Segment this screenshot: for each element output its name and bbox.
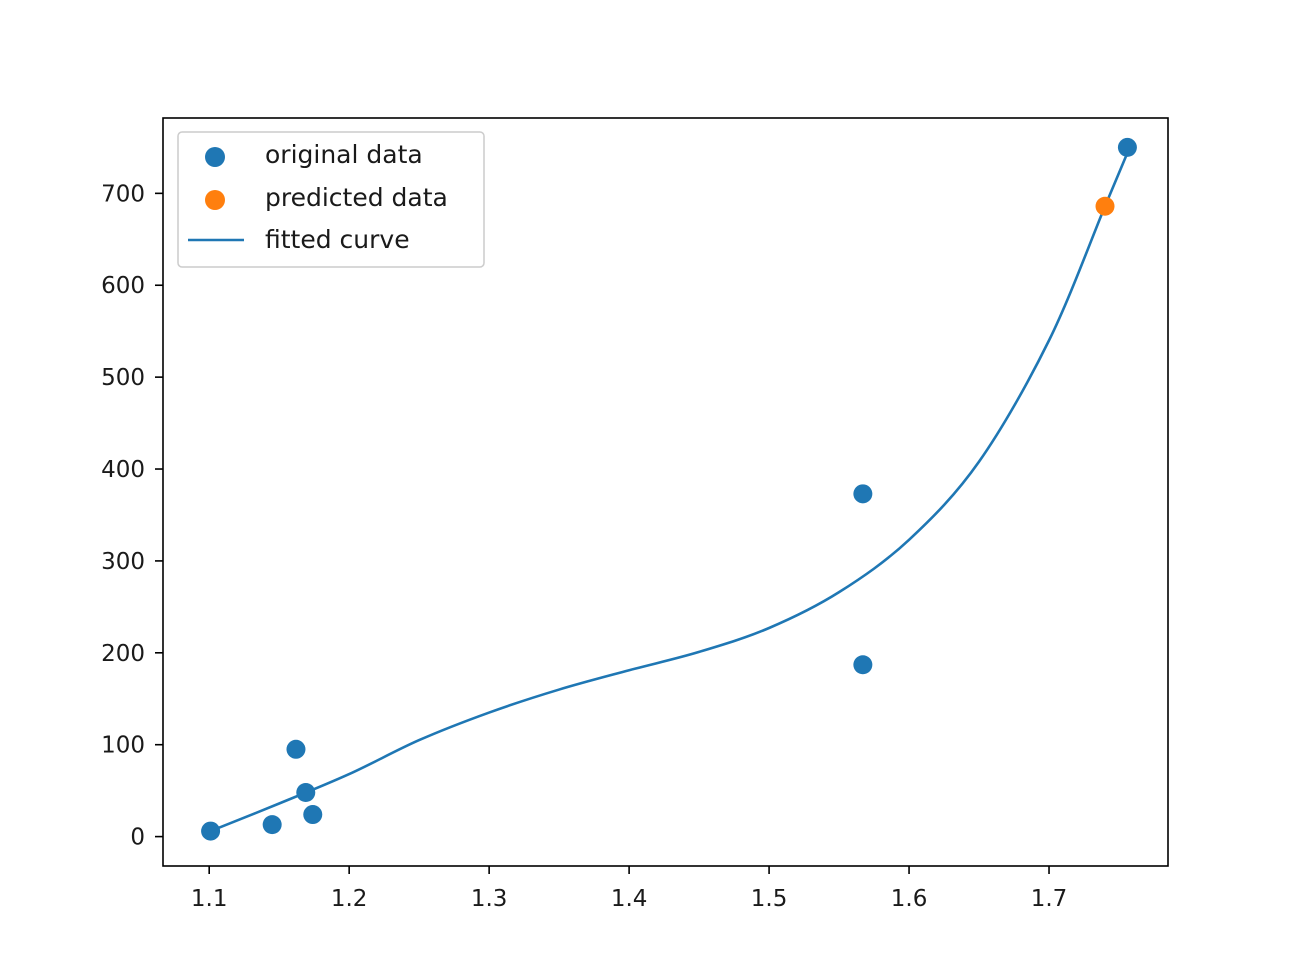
legend-marker-predicted-data xyxy=(205,190,225,210)
fitted-curve-line xyxy=(210,152,1129,833)
y-tick-label: 300 xyxy=(101,549,145,575)
axes-frame xyxy=(162,117,1169,867)
plot-area xyxy=(201,137,1137,841)
legend: original data predicted data fitted curv… xyxy=(177,131,485,268)
y-tick-label: 400 xyxy=(101,457,145,483)
original-data-point xyxy=(853,655,873,675)
legend-label-fitted-curve: fitted curve xyxy=(265,225,410,254)
y-axis-ticks: 0 100 200 300 400 500 600 700 xyxy=(101,181,163,851)
legend-marker-original-data xyxy=(205,147,225,167)
legend-label-original-data: original data xyxy=(265,140,423,169)
original-data-point xyxy=(1117,137,1137,157)
y-tick-label: 200 xyxy=(101,641,145,667)
points-layer xyxy=(201,137,1137,841)
x-tick-label: 1.7 xyxy=(1031,886,1068,912)
fitted-curve-layer xyxy=(210,152,1129,833)
y-tick-label: 100 xyxy=(101,733,145,759)
legend-box xyxy=(177,131,485,268)
x-tick-label: 1.1 xyxy=(191,886,228,912)
original-data-point xyxy=(262,815,282,835)
original-data-point xyxy=(286,739,306,759)
x-tick-label: 1.5 xyxy=(751,886,788,912)
y-tick-label: 600 xyxy=(101,273,145,299)
original-data-point xyxy=(303,805,323,825)
x-tick-label: 1.4 xyxy=(611,886,648,912)
x-axis-ticks: 1.1 1.2 1.3 1.4 1.5 1.6 1.7 xyxy=(191,866,1067,912)
legend-label-predicted-data: predicted data xyxy=(265,183,448,212)
x-tick-label: 1.6 xyxy=(891,886,928,912)
original-data-point xyxy=(201,821,221,841)
original-data-point xyxy=(853,484,873,504)
x-tick-label: 1.3 xyxy=(471,886,508,912)
y-tick-label: 500 xyxy=(101,365,145,391)
y-tick-label: 700 xyxy=(101,181,145,207)
predicted-data-point xyxy=(1095,196,1115,216)
y-tick-label: 0 xyxy=(130,825,145,851)
original-data-point xyxy=(296,782,316,802)
x-tick-label: 1.2 xyxy=(331,886,368,912)
